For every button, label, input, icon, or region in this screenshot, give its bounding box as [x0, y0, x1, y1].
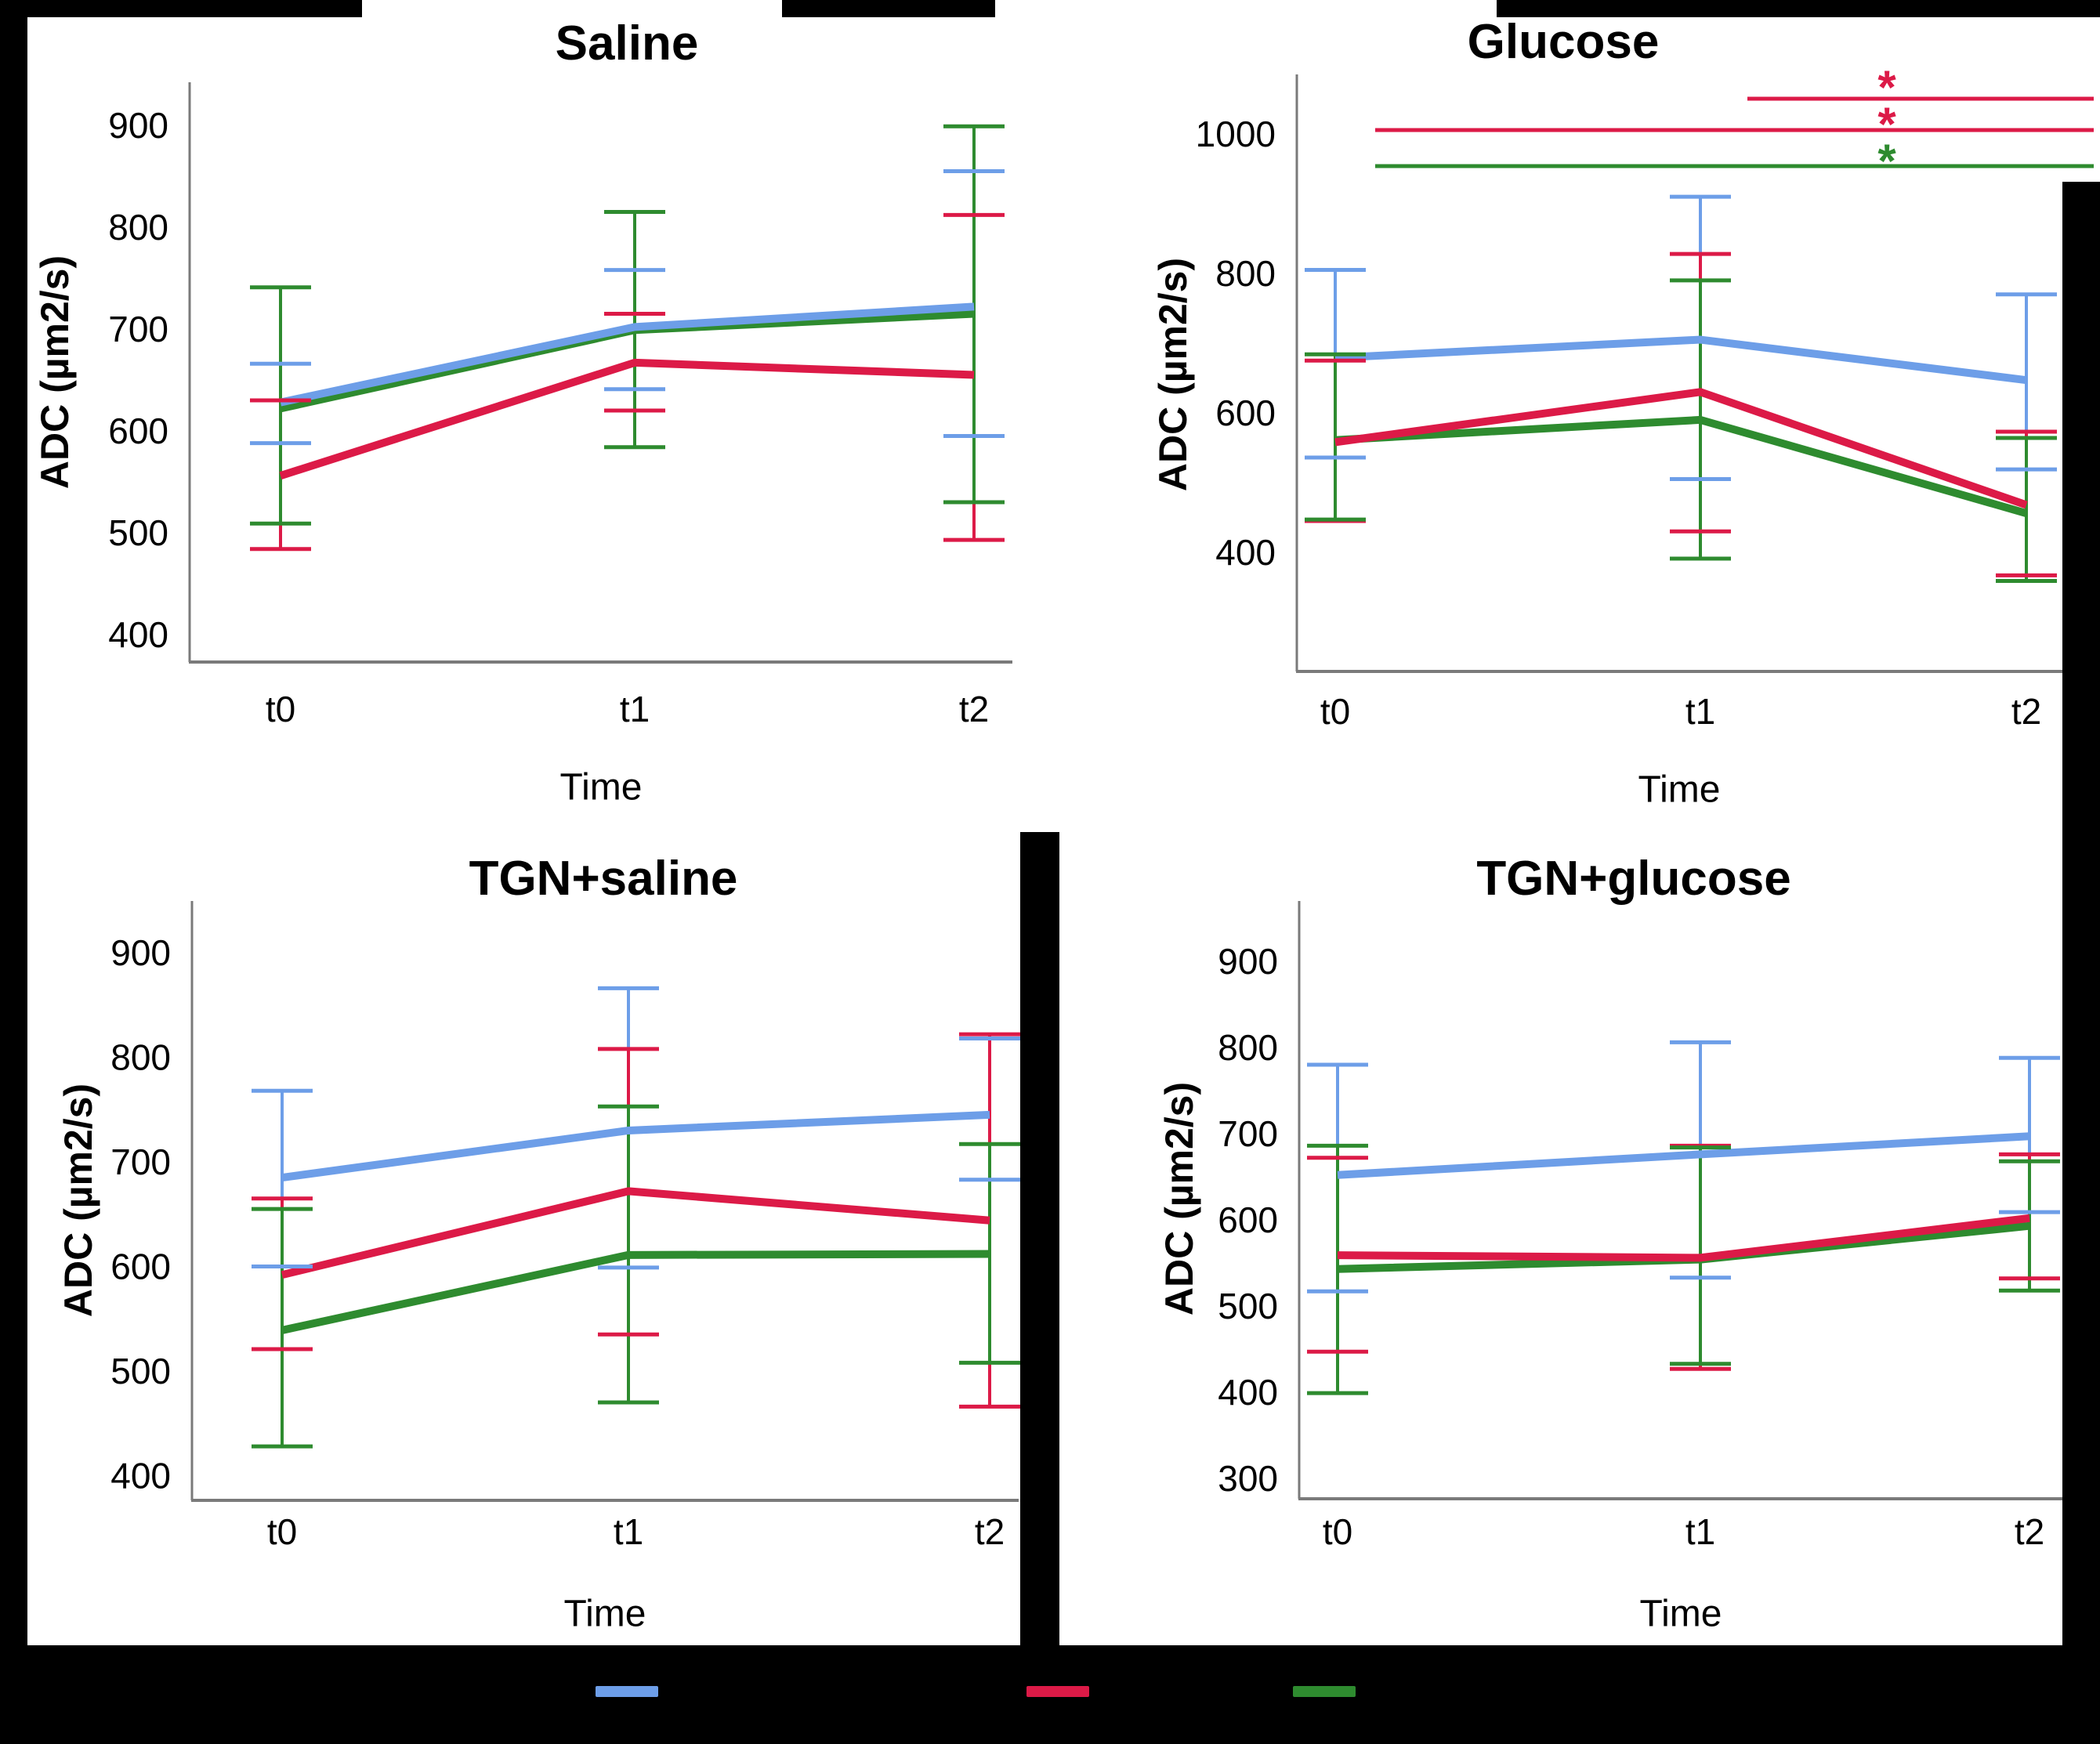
saline-red-series-line: [279, 358, 975, 479]
chart-title-tgn-glucose: TGN+glucose: [1476, 852, 1791, 906]
tgn-glucose-xtick-t0: t0: [1323, 1511, 1352, 1552]
tgn-glucose-ytick-900: 900: [1218, 941, 1278, 982]
x-axis-title-glucose: Time: [1638, 769, 1721, 811]
tgn-glucose-ytick-700: 700: [1218, 1113, 1278, 1154]
tgn-saline-xtick-t2: t2: [975, 1511, 1005, 1552]
saline-blue-series-line: [279, 302, 975, 407]
saline-ytick-500: 500: [108, 512, 168, 553]
glucose-ytick-1000: 1000: [1196, 114, 1276, 154]
tgn-saline-xtick-t0: t0: [267, 1511, 297, 1552]
tgn-glucose-ytick-600: 600: [1218, 1199, 1278, 1240]
legend-swatch-blue-series: [596, 1686, 658, 1697]
tgn-glucose-ytick-400: 400: [1218, 1372, 1278, 1413]
chart-title-saline: Saline: [555, 16, 699, 71]
glucose-xtick-t0: t0: [1320, 691, 1350, 732]
tgn-saline-ytick-900: 900: [110, 932, 171, 973]
x-axis-title-tgn-saline: Time: [563, 1593, 646, 1635]
glucose-ytick-400: 400: [1215, 532, 1276, 573]
x-axis-title-tgn-glucose: Time: [1639, 1593, 1722, 1635]
saline-xtick-t0: t0: [266, 689, 295, 729]
legend-swatch-red-series: [1026, 1686, 1089, 1697]
saline-ytick-800: 800: [108, 207, 168, 248]
glucose-significance-star-0: *: [1877, 61, 1896, 114]
tgn-glucose-ytick-300: 300: [1218, 1458, 1278, 1499]
saline-ytick-600: 600: [108, 411, 168, 451]
tgn-saline-red-series-line: [281, 1187, 990, 1279]
tgn-saline-ytick-700: 700: [110, 1142, 171, 1182]
top-edge-white-tab-right: [995, 0, 1497, 19]
glucose-red-series-line: [1334, 388, 2028, 509]
tgn-saline-ytick-800: 800: [110, 1037, 171, 1078]
tgn-glucose-ytick-800: 800: [1218, 1027, 1278, 1068]
tgn-glucose-xtick-t2: t2: [2015, 1511, 2044, 1552]
glucose-blue-series-line: [1334, 335, 2027, 385]
tgn-saline-ytick-500: 500: [110, 1351, 171, 1391]
tgn-saline-green-series-line: [281, 1250, 990, 1334]
glucose-ytick-600: 600: [1215, 393, 1276, 433]
glucose-xtick-t2: t2: [2011, 691, 2041, 732]
legend-swatch-green-series: [1293, 1686, 1356, 1697]
saline-ytick-400: 400: [108, 614, 168, 655]
tgn-glucose-red-series-line: [1337, 1214, 2030, 1262]
glucose-significance-star-2: *: [1877, 135, 1896, 187]
tgn-saline-xtick-t1: t1: [614, 1511, 643, 1552]
saline-ytick-700: 700: [108, 309, 168, 349]
tgn-saline-ytick-400: 400: [110, 1456, 171, 1496]
bottom-panels-divider: [1020, 832, 1059, 1645]
x-axis-title-saline: Time: [559, 766, 643, 809]
glucose-green-series-line: [1334, 415, 2028, 517]
tgn-glucose-blue-series-line: [1337, 1132, 2030, 1179]
tgn-glucose-xtick-t1: t1: [1685, 1511, 1715, 1552]
tgn-saline-blue-series-line: [281, 1110, 990, 1181]
saline-ytick-900: 900: [108, 105, 168, 146]
glucose-significance-star-1: *: [1877, 98, 1896, 150]
glucose-xtick-t1: t1: [1685, 691, 1715, 732]
glucose-ytick-800: 800: [1215, 253, 1276, 294]
tgn-glucose-ytick-500: 500: [1218, 1286, 1278, 1326]
top-edge-white-tab-left: [362, 0, 782, 19]
saline-xtick-t1: t1: [620, 689, 650, 729]
chart-title-tgn-saline: TGN+saline: [469, 852, 738, 906]
chart-title-glucose: Glucose: [1467, 15, 1660, 69]
legend: [0, 1645, 2100, 1744]
tgn-saline-ytick-600: 600: [110, 1246, 171, 1287]
saline-xtick-t2: t2: [959, 689, 989, 729]
